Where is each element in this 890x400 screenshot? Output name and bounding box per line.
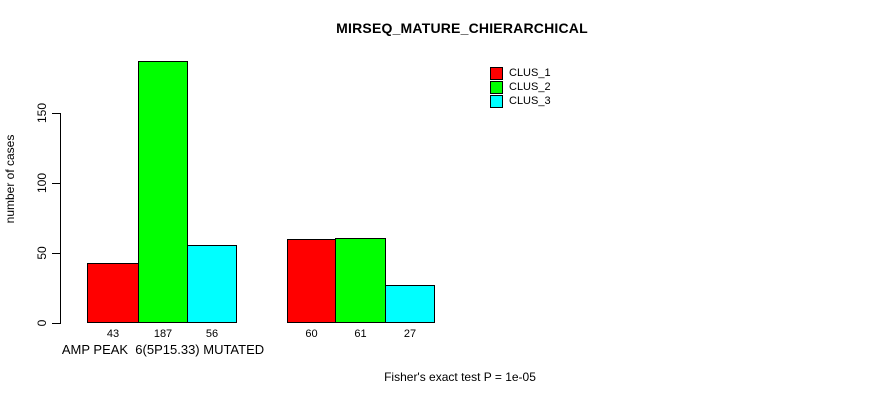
bar-value-label: 187 [153,328,173,340]
y-axis-tick [52,113,61,114]
bar-value-label: 60 [305,328,318,340]
bar-clus_3-group1 [187,245,237,323]
y-axis-tick-label: 0 [35,319,49,327]
legend-swatch-icon [490,66,503,80]
chart-title: MIRSEQ_MATURE_CHIERARCHICAL [336,20,588,36]
y-axis-tick-label: 150 [35,102,49,124]
legend-swatch-icon [490,94,503,108]
y-axis-line [60,113,61,324]
bar-value-label: 56 [205,328,219,340]
bar-value-label: 43 [106,328,120,340]
legend-label: CLUS_2 [509,81,551,93]
legend-item-clus_2: CLUS_2 [490,80,551,94]
legend-label: CLUS_1 [509,67,551,79]
footnote: Fisher's exact test P = 1e-05 [384,370,536,384]
y-axis-tick [52,183,61,184]
legend-item-clus_3: CLUS_3 [490,94,551,108]
bar-clus_3-group2 [385,285,435,323]
bar-clus_2-group2 [335,238,386,323]
bar-value-label: 27 [403,328,417,340]
y-axis-tick [52,253,61,254]
bar-clus_1-group1 [87,263,139,323]
legend-label: CLUS_3 [509,95,551,107]
legend-swatch-icon [490,80,503,94]
legend-item-clus_1: CLUS_1 [490,66,551,80]
bar-clus_1-group2 [287,239,336,323]
x-group-label: AMP PEAK 6(5P15.33) MUTATED [61,342,265,357]
legend: CLUS_1 CLUS_2 CLUS_3 [490,66,551,108]
y-axis-tick-label: 100 [35,172,49,194]
y-axis-tick [52,323,61,324]
bar-clus_2-group1 [138,61,188,323]
y-axis-tick-label: 50 [35,246,49,260]
bar-value-label: 61 [354,328,367,340]
